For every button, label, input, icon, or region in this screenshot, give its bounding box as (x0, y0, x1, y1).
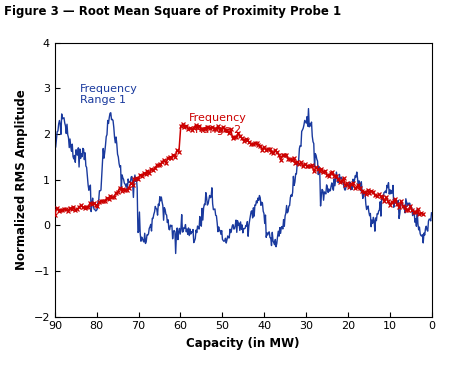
Text: Figure 3 — Root Mean Square of Proximity Probe 1: Figure 3 — Root Mean Square of Proximity… (4, 5, 342, 19)
Y-axis label: Normalized RMS Amplitude: Normalized RMS Amplitude (15, 89, 28, 270)
Text: Frequency
Range 2: Frequency Range 2 (189, 114, 247, 135)
Text: Frequency
Range 1: Frequency Range 1 (80, 84, 138, 105)
X-axis label: Capacity (in MW): Capacity (in MW) (186, 337, 300, 350)
